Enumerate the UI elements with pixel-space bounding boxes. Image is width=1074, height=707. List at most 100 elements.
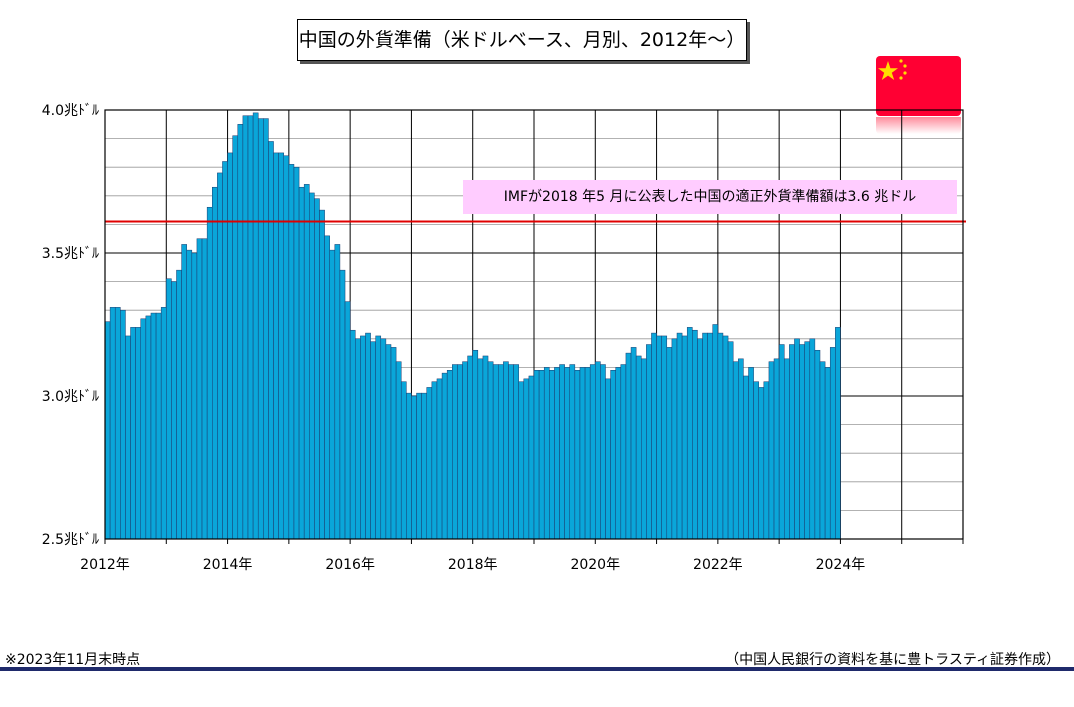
bar bbox=[309, 192, 315, 540]
bar bbox=[181, 244, 187, 540]
bar bbox=[784, 358, 790, 540]
bar bbox=[569, 364, 576, 540]
bar bbox=[155, 312, 162, 540]
bar bbox=[492, 364, 499, 540]
bar bbox=[809, 338, 816, 540]
bar bbox=[518, 381, 525, 540]
bar bbox=[441, 372, 448, 540]
bar bbox=[222, 161, 228, 540]
y-tick-label: 3.0兆ﾄﾞﾙ bbox=[42, 389, 99, 405]
bar bbox=[579, 367, 586, 540]
bar bbox=[171, 281, 177, 540]
bar bbox=[263, 118, 269, 540]
bar bbox=[370, 341, 376, 540]
x-tick-label: 2018年 bbox=[448, 557, 498, 573]
x-tick-label: 2020年 bbox=[570, 557, 620, 573]
bar bbox=[498, 364, 504, 540]
bar bbox=[431, 381, 438, 540]
bar bbox=[303, 184, 310, 540]
bar bbox=[722, 335, 729, 540]
bar bbox=[748, 367, 754, 540]
bar bbox=[446, 370, 453, 540]
bar bbox=[206, 206, 213, 540]
x-tick-label: 2016年 bbox=[325, 557, 375, 573]
bar bbox=[635, 355, 642, 540]
bar bbox=[462, 361, 468, 540]
y-axis-labels: 2.5兆ﾄﾞﾙ 3.0兆ﾄﾞﾙ 3.5兆ﾄﾞﾙ 4.0兆ﾄﾞﾙ bbox=[42, 103, 99, 548]
bar bbox=[549, 370, 555, 540]
source-footnote: （中国人民銀行の資料を基に豊トラスティ証券作成） bbox=[725, 652, 1060, 668]
bar bbox=[406, 392, 412, 540]
bar bbox=[829, 347, 836, 540]
bar bbox=[237, 124, 244, 540]
bar bbox=[390, 347, 397, 540]
bar bbox=[732, 361, 739, 540]
bar bbox=[523, 378, 530, 540]
bar bbox=[201, 238, 208, 540]
bar bbox=[661, 335, 668, 540]
bar bbox=[559, 364, 565, 540]
bar bbox=[707, 332, 714, 540]
bar bbox=[671, 338, 678, 540]
bar bbox=[574, 370, 581, 540]
bar bbox=[227, 152, 233, 540]
china-flag-icon bbox=[876, 56, 961, 116]
bar bbox=[125, 335, 131, 540]
bar bbox=[697, 338, 703, 540]
bar bbox=[589, 364, 596, 540]
x-tick-label: 2024年 bbox=[816, 557, 866, 573]
bar bbox=[150, 312, 157, 540]
x-tick-label: 2012年 bbox=[80, 557, 130, 573]
bar bbox=[753, 381, 759, 540]
bar bbox=[329, 249, 336, 540]
bar bbox=[554, 367, 560, 540]
x-tick-label: 2014年 bbox=[203, 557, 253, 573]
bar bbox=[610, 370, 616, 540]
bar bbox=[145, 315, 152, 540]
bar bbox=[109, 307, 116, 540]
bar bbox=[288, 164, 295, 540]
bar bbox=[819, 361, 826, 540]
bar bbox=[467, 355, 473, 540]
bar bbox=[564, 367, 571, 540]
bar bbox=[538, 370, 545, 540]
bar bbox=[646, 344, 652, 540]
bar bbox=[620, 364, 627, 540]
bar bbox=[773, 358, 780, 540]
bar bbox=[166, 278, 172, 540]
bar bbox=[339, 269, 346, 540]
bar bbox=[487, 361, 494, 540]
bar-series bbox=[104, 112, 841, 540]
bar bbox=[641, 358, 647, 540]
bar bbox=[584, 367, 591, 540]
bar bbox=[212, 186, 218, 540]
bar bbox=[120, 309, 126, 540]
bar bbox=[666, 347, 673, 540]
bar bbox=[385, 344, 392, 540]
bar bbox=[242, 115, 249, 540]
imf-annotation: IMFが2018 年5 月に公表した中国の適正外貨準備額は3.6 兆ドル bbox=[463, 180, 957, 214]
as-of-footnote: ※2023年11月末時点 bbox=[5, 652, 141, 668]
bar bbox=[344, 301, 351, 540]
bar bbox=[360, 335, 366, 540]
bar bbox=[595, 361, 601, 540]
axes bbox=[104, 109, 964, 544]
bar bbox=[768, 361, 775, 540]
bar bbox=[114, 307, 121, 540]
bar bbox=[252, 112, 259, 540]
bar bbox=[283, 155, 290, 540]
flag-reflection bbox=[876, 117, 961, 134]
x-tick-label: 2022年 bbox=[693, 557, 743, 573]
chart-title: 中国の外貨準備（米ドルベース、月別、2012年～） bbox=[297, 19, 747, 61]
footer-divider bbox=[0, 667, 1074, 671]
bar bbox=[104, 321, 111, 540]
bar bbox=[758, 387, 765, 540]
x-axis-labels: 2012年 2014年 2016年 2018年 2020年 2022年 2024… bbox=[80, 557, 865, 573]
bar bbox=[268, 141, 274, 540]
bar bbox=[477, 358, 484, 540]
bar bbox=[794, 338, 800, 540]
bar bbox=[217, 172, 223, 540]
bar bbox=[355, 338, 361, 540]
bar bbox=[605, 378, 611, 540]
